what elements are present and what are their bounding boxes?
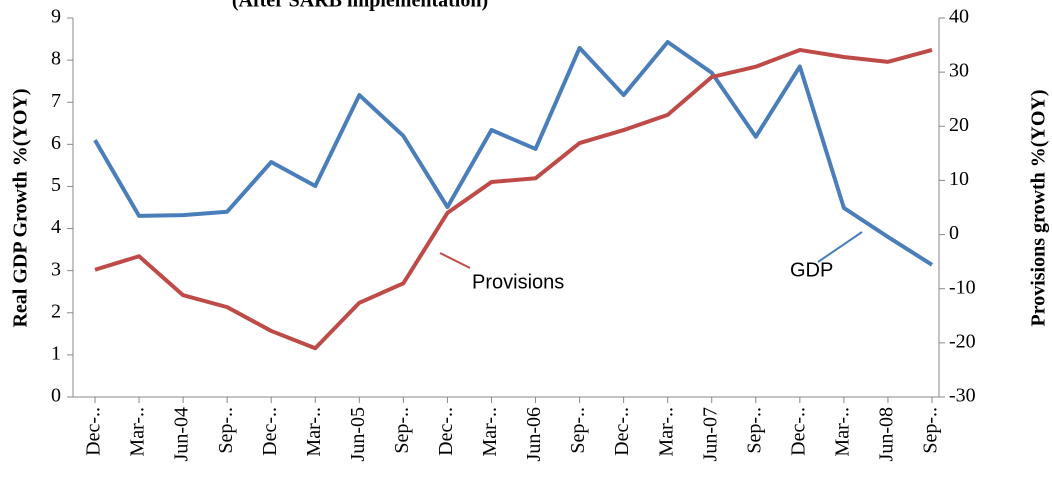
x-tick-label: Sep-..	[920, 407, 942, 454]
y2-tick-label: 20	[949, 114, 969, 136]
x-tick-label: Mar-..	[303, 407, 325, 457]
x-tick-label: Sep-..	[391, 407, 413, 454]
annotation-line	[817, 231, 863, 263]
legend-label: GDP	[790, 259, 833, 281]
x-tick-label: Mar-..	[479, 407, 501, 457]
x-tick-label: Jun-06	[523, 407, 545, 461]
x-tick-label: Sep-..	[567, 407, 589, 454]
y2-tick-label: 10	[949, 168, 969, 190]
y2-axis-label: Provisions growth %(YOY)	[1028, 89, 1050, 326]
legend-label: Provisions	[472, 271, 564, 293]
x-tick-label: Jun-04	[171, 407, 193, 461]
x-tick-label: Mar-..	[127, 407, 149, 457]
y-tick-label: 5	[51, 174, 61, 196]
y2-tick-label: -20	[949, 330, 976, 352]
y2-tick-label: -30	[949, 385, 976, 407]
x-tick-label: Dec-..	[83, 407, 105, 456]
x-tick-label: Mar-..	[655, 407, 677, 457]
x-tick-label: Jun-07	[699, 407, 721, 461]
y2-tick-label: -10	[949, 276, 976, 298]
y-tick-label: 6	[51, 132, 61, 154]
y-tick-label: 8	[51, 48, 61, 70]
y-tick-label: 4	[51, 216, 61, 238]
x-tick-label: Mar-..	[831, 407, 853, 457]
x-tick-label: Jun-08	[876, 407, 898, 461]
annotation-line	[439, 252, 471, 269]
x-tick-label: Sep-..	[743, 407, 765, 454]
y-tick-label: 3	[51, 258, 61, 280]
y2-tick-label: 30	[949, 60, 969, 82]
y-tick-label: 2	[51, 300, 61, 322]
x-tick-label: Sep-..	[215, 407, 237, 454]
x-tick-label: Jun-05	[347, 407, 369, 461]
x-tick-label: Dec-..	[611, 407, 633, 456]
x-tick-label: Dec-..	[435, 407, 457, 456]
y2-tick-label: 0	[949, 222, 959, 244]
y-tick-label: 7	[51, 90, 61, 112]
line-series	[93, 40, 934, 267]
line-series	[94, 47, 933, 351]
y2-tick-label: 40	[949, 6, 969, 28]
y-axis-label: Real GDP Growth %(YOY)	[10, 88, 32, 327]
x-tick-label: Dec-..	[787, 407, 809, 456]
y-tick-label: 0	[51, 385, 61, 407]
x-tick-label: Dec-..	[259, 407, 281, 456]
chart-title: (After SARB implementation)	[232, 0, 488, 12]
y-tick-label: 9	[51, 6, 61, 28]
y-tick-label: 1	[51, 342, 61, 364]
